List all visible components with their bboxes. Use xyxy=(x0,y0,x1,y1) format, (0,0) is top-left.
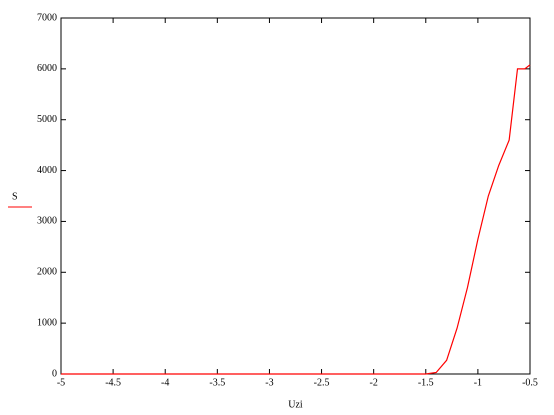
plot-frame xyxy=(60,17,531,375)
x-tick-label: -1.5 xyxy=(418,377,434,388)
x-tick-label: -0.5 xyxy=(522,377,538,388)
data-line xyxy=(61,64,531,375)
x-tick-label: -3.5 xyxy=(209,377,225,388)
y-tick-label: 0 xyxy=(52,368,57,379)
x-tick-label: -4 xyxy=(161,377,169,388)
x-tick-label: -1 xyxy=(474,377,482,388)
x-tick-label: -5 xyxy=(57,377,65,388)
x-tick-label: -3 xyxy=(265,377,273,388)
y-tick-label: 1000 xyxy=(37,317,57,328)
y-tick-label: 4000 xyxy=(37,165,57,176)
x-tick-label: -2 xyxy=(369,377,377,388)
legend-label: S xyxy=(12,191,18,202)
x-tick-label: -4.5 xyxy=(105,377,121,388)
y-tick-label: 7000 xyxy=(37,12,57,23)
y-tick-label: 2000 xyxy=(37,267,57,278)
y-tick-label: 3000 xyxy=(37,216,57,227)
x-tick-label: -2.5 xyxy=(314,377,330,388)
y-tick-label: 5000 xyxy=(37,114,57,125)
x-axis-label: Uzi xyxy=(288,399,303,410)
y-tick-label: 6000 xyxy=(37,63,57,74)
